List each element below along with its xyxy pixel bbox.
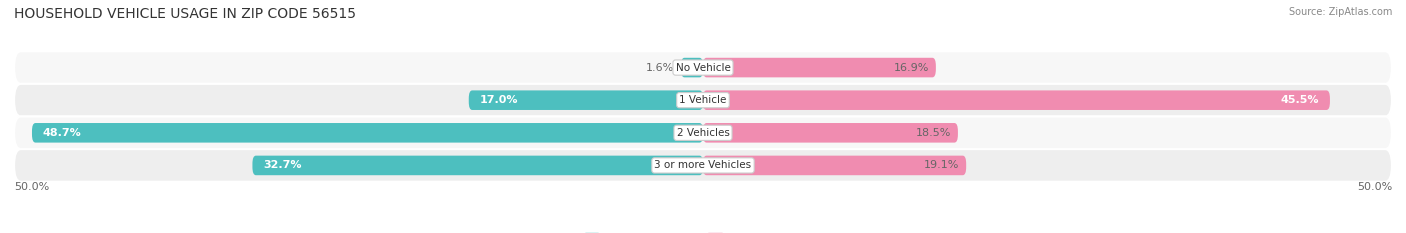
Text: 19.1%: 19.1% xyxy=(924,161,959,170)
Text: 17.0%: 17.0% xyxy=(479,95,519,105)
Text: No Vehicle: No Vehicle xyxy=(675,63,731,72)
FancyBboxPatch shape xyxy=(14,116,1392,149)
FancyBboxPatch shape xyxy=(14,84,1392,116)
Text: Source: ZipAtlas.com: Source: ZipAtlas.com xyxy=(1288,7,1392,17)
Text: 1 Vehicle: 1 Vehicle xyxy=(679,95,727,105)
FancyBboxPatch shape xyxy=(681,58,703,77)
Text: 45.5%: 45.5% xyxy=(1281,95,1319,105)
Text: 1.6%: 1.6% xyxy=(645,63,673,72)
FancyBboxPatch shape xyxy=(703,123,957,143)
FancyBboxPatch shape xyxy=(14,149,1392,182)
Text: HOUSEHOLD VEHICLE USAGE IN ZIP CODE 56515: HOUSEHOLD VEHICLE USAGE IN ZIP CODE 5651… xyxy=(14,7,356,21)
Text: 2 Vehicles: 2 Vehicles xyxy=(676,128,730,138)
FancyBboxPatch shape xyxy=(703,58,936,77)
Text: 32.7%: 32.7% xyxy=(263,161,302,170)
FancyBboxPatch shape xyxy=(703,90,1330,110)
FancyBboxPatch shape xyxy=(468,90,703,110)
Text: 50.0%: 50.0% xyxy=(1357,182,1392,192)
Text: 48.7%: 48.7% xyxy=(44,128,82,138)
Text: 3 or more Vehicles: 3 or more Vehicles xyxy=(654,161,752,170)
FancyBboxPatch shape xyxy=(253,156,703,175)
Text: 18.5%: 18.5% xyxy=(915,128,950,138)
FancyBboxPatch shape xyxy=(703,156,966,175)
FancyBboxPatch shape xyxy=(14,51,1392,84)
Text: 16.9%: 16.9% xyxy=(894,63,929,72)
Text: 50.0%: 50.0% xyxy=(14,182,49,192)
Legend: Owner-occupied, Renter-occupied: Owner-occupied, Renter-occupied xyxy=(581,228,825,233)
FancyBboxPatch shape xyxy=(32,123,703,143)
